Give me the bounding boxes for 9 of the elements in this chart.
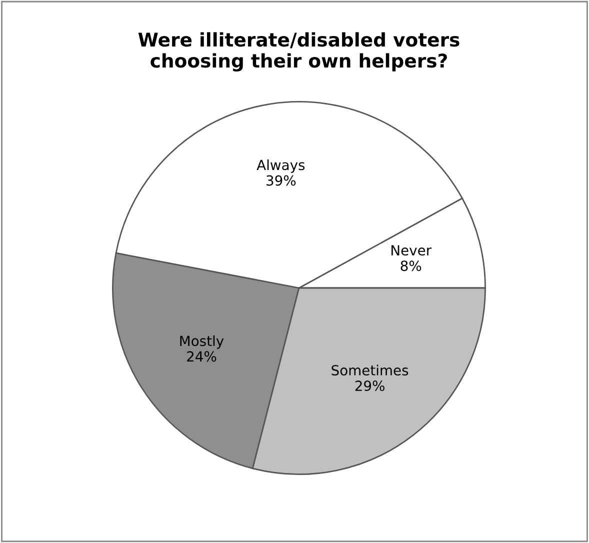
data-label: 24% — [187, 351, 216, 362]
slice-label: Always — [256, 159, 305, 173]
slice-label: Never — [392, 245, 432, 256]
data-label: 29% — [355, 380, 384, 392]
slice-label: Mostly — [180, 335, 224, 349]
data-label: 39% — [266, 175, 296, 186]
slice-label: Sometimes — [332, 364, 408, 376]
chart-title: Were illiterate/disabled voters choosing their own helpers? — [138, 32, 460, 72]
data-label: 8% — [400, 260, 422, 272]
